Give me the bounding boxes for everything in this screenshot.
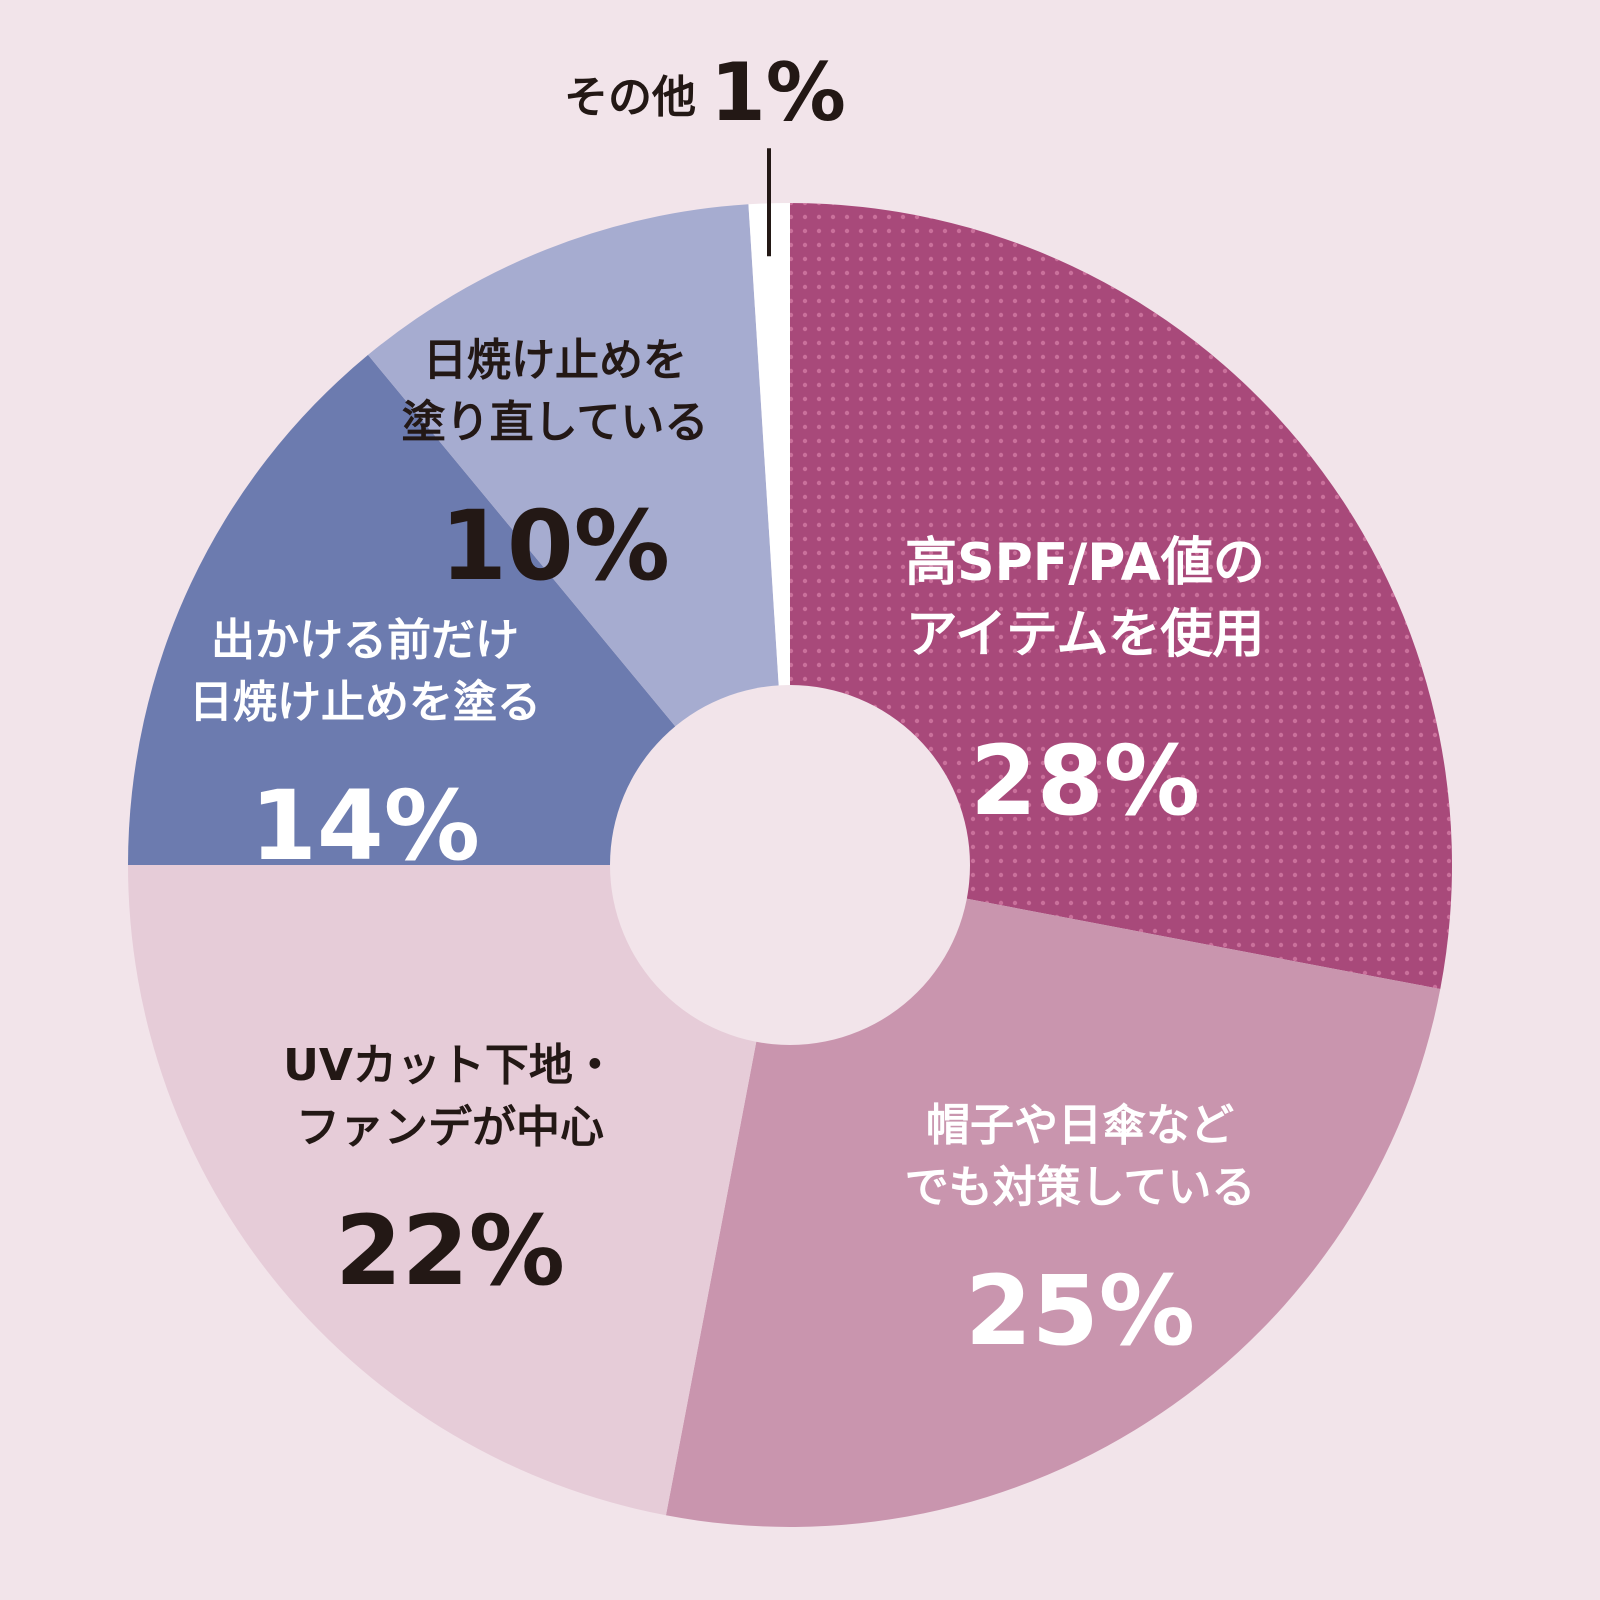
slice-value-label: 14% [250, 770, 480, 882]
pie-slice [368, 204, 790, 866]
slice-label: 高SPF/PA値の [905, 533, 1265, 593]
slice-value-label: 25% [965, 1255, 1195, 1367]
slice-label: 日焼け止めを [423, 335, 687, 386]
slice-label: 日焼け止めを塗る [189, 677, 541, 728]
pie-slice [128, 865, 790, 1516]
slice-label: 塗り直している [402, 397, 709, 448]
slice-value-label: 28% [970, 725, 1200, 837]
slice-label: その他 [564, 72, 696, 123]
donut-hole [610, 685, 970, 1045]
pie-slice [128, 354, 790, 865]
slice-label: アイテムを使用 [906, 605, 1265, 665]
slice-value-label: 22% [335, 1195, 565, 1307]
slice-label: 帽子や日傘など [926, 1100, 1234, 1151]
slice-label: UVカット下地・ [283, 1040, 617, 1091]
slice-label: ファンデが中心 [296, 1102, 604, 1153]
slice-label: 出かける前だけ [211, 615, 519, 666]
slice-label: でも対策している [905, 1162, 1256, 1213]
slice-value-label: 10% [440, 490, 670, 602]
slice-value-label: 1% [710, 46, 846, 139]
pie-slice-pattern [790, 203, 1453, 990]
